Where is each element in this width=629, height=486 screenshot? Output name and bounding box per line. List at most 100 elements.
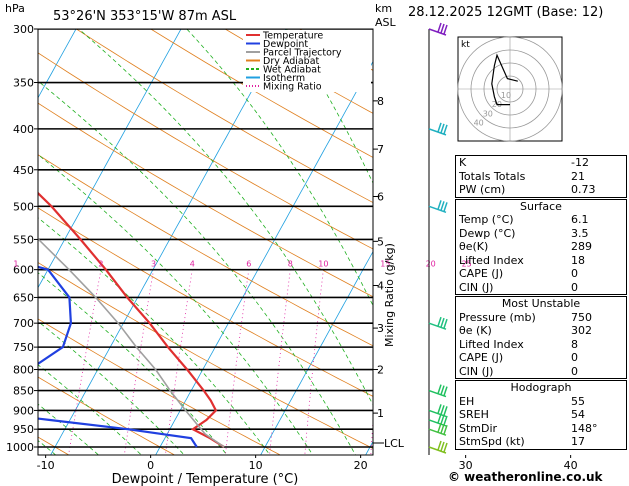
- pressure-tick-label: 750: [13, 341, 34, 354]
- wind-barb-feather: [443, 406, 448, 416]
- stats-row: CIN (J) 0: [456, 281, 626, 295]
- wind-barb: [428, 384, 448, 398]
- mixing-ratio-label: 8: [288, 260, 293, 269]
- wind-barb-feather: [440, 23, 445, 34]
- isotherm-line: [260, 250, 373, 455]
- mixing-ratio-labels: 1 2 3 4 6 8 10 15 20 25: [13, 260, 471, 269]
- most-unstable-table: Most Unstable Pressure (mb) 750 θe (K) 302 Li…: [456, 297, 626, 378]
- mixing-ratio-line: [123, 269, 154, 455]
- stats-row: StmDir 148°: [456, 422, 626, 436]
- hodograph-trace: [491, 53, 518, 106]
- wind-barb-shaft: [428, 205, 447, 214]
- mixing-ratio-label: 2: [98, 260, 103, 269]
- stats-value: 0: [571, 267, 578, 280]
- stats-label: Lifted Index: [459, 337, 524, 351]
- wind-barb: [428, 404, 448, 418]
- pressure-tick-label: 450: [13, 164, 34, 177]
- mixing-ratio-label: 1: [13, 260, 18, 269]
- stats-row: K -12: [456, 156, 626, 170]
- km-tick-label: 1: [377, 407, 384, 420]
- wind-barb-feather: [437, 384, 442, 394]
- stats-value: 0: [571, 364, 578, 378]
- stats-value: 21: [571, 169, 585, 183]
- stats-section-title-cell: Surface: [520, 199, 562, 213]
- mixing-ratio-label: 20: [426, 260, 436, 269]
- pressure-tick-label: 350: [13, 77, 34, 90]
- hodograph-ring-label: 30: [483, 109, 493, 118]
- mixing-ratio-label: 3: [151, 260, 156, 269]
- dry-adiabat-line: [38, 52, 373, 250]
- stats-label: EH: [459, 394, 475, 408]
- legend-label: Wet Adiabat: [263, 65, 321, 76]
- legend-background: [243, 30, 371, 92]
- wind-barb-feather: [440, 423, 445, 434]
- stats-label: θe (K): [459, 324, 492, 337]
- mixing-ratio-axis-label: Mixing Ratio (g/kg): [383, 243, 396, 347]
- mixing-ratio-label: 10: [318, 260, 328, 269]
- stats-value: 54: [571, 408, 585, 421]
- legend-label: Temperature: [262, 31, 323, 42]
- stats-section-title: Most Unstable: [456, 297, 626, 311]
- stats-row: Lifted Index 8: [456, 338, 626, 352]
- wet-adiabat-line: [186, 29, 373, 307]
- km-tick-label: 4: [377, 279, 384, 292]
- stats-label: StmSpd (kt): [459, 435, 525, 448]
- temperature-tick-label: 30: [459, 459, 473, 472]
- dry-adiabat-line: [38, 436, 70, 455]
- wind-barb-feather: [437, 122, 442, 133]
- wind-barb-feather: [440, 441, 445, 452]
- stats-section-title-cell: Most Unstable: [501, 297, 581, 310]
- stats-value: 18: [571, 253, 585, 267]
- stats-value: 148°: [571, 421, 598, 435]
- pressure-tick-label: 700: [13, 317, 34, 330]
- height-axis: 1 2 3 4 5 6 7 8: [373, 95, 384, 420]
- wind-barb: [428, 22, 448, 36]
- x-axis-label: Dewpoint / Temperature (°C): [112, 472, 299, 486]
- stats-value: -12: [571, 156, 589, 169]
- stats-row: StmSpd (kt) 17: [456, 435, 626, 449]
- legend-label: Parcel Trajectory: [263, 48, 342, 59]
- wind-barb-feather: [437, 440, 442, 451]
- wind-barb-feather: [443, 386, 448, 396]
- km-tick-label: 5: [377, 235, 384, 248]
- dry-adiabat-line: [38, 207, 373, 397]
- legend-label: Dry Adiabat: [263, 56, 320, 67]
- pressure-tick-label: 1000: [6, 441, 34, 454]
- wind-barb: [428, 316, 448, 330]
- surface-box: Surface Temp (°C) 6.1 Dewp (°C) 3.5 θe(K) 289 L…: [455, 198, 627, 295]
- wind-barb: [428, 422, 448, 436]
- wind-barb-feather: [437, 200, 442, 210]
- wind-barb-feather: [440, 317, 445, 328]
- wind-barb-shaft: [428, 389, 447, 398]
- mixing-ratio-label: 15: [380, 260, 390, 269]
- stats-row: CAPE (J) 0: [456, 351, 626, 365]
- stats-value: 289: [571, 240, 592, 253]
- km-unit-label: km: [375, 2, 392, 15]
- pressure-unit-label: hPa: [5, 2, 25, 15]
- mixing-ratio-line: [68, 269, 102, 455]
- indices-table: K -12 Totals Totals 21 PW (cm) 0.73: [456, 156, 626, 197]
- stats-label: CIN (J): [459, 280, 494, 294]
- stats-value: 302: [571, 324, 592, 337]
- wind-barb-feather: [437, 422, 442, 433]
- wet-adiabat-line: [38, 217, 271, 455]
- stats-section-title: Hodograph: [456, 381, 626, 395]
- temperature-tick-label: 0: [147, 459, 154, 472]
- pressure-tick-label: 500: [13, 200, 34, 213]
- wind-barb-feather: [440, 405, 445, 415]
- stats-value: 8: [571, 337, 578, 351]
- stats-label: CAPE (J): [459, 351, 504, 364]
- stats-label: StmDir: [459, 421, 498, 435]
- dry-adiabat-line: [38, 102, 373, 298]
- stats-section-title: Surface: [456, 200, 626, 214]
- pressure-tick-label: 950: [13, 423, 34, 436]
- series-temperature: [38, 191, 225, 448]
- wind-barb-feather: [440, 414, 445, 425]
- wind-barb-feather: [443, 24, 448, 35]
- lcl-marker: LCL: [373, 437, 405, 450]
- mixing-ratio-line: [225, 269, 250, 455]
- wind-barb-feather: [437, 316, 442, 327]
